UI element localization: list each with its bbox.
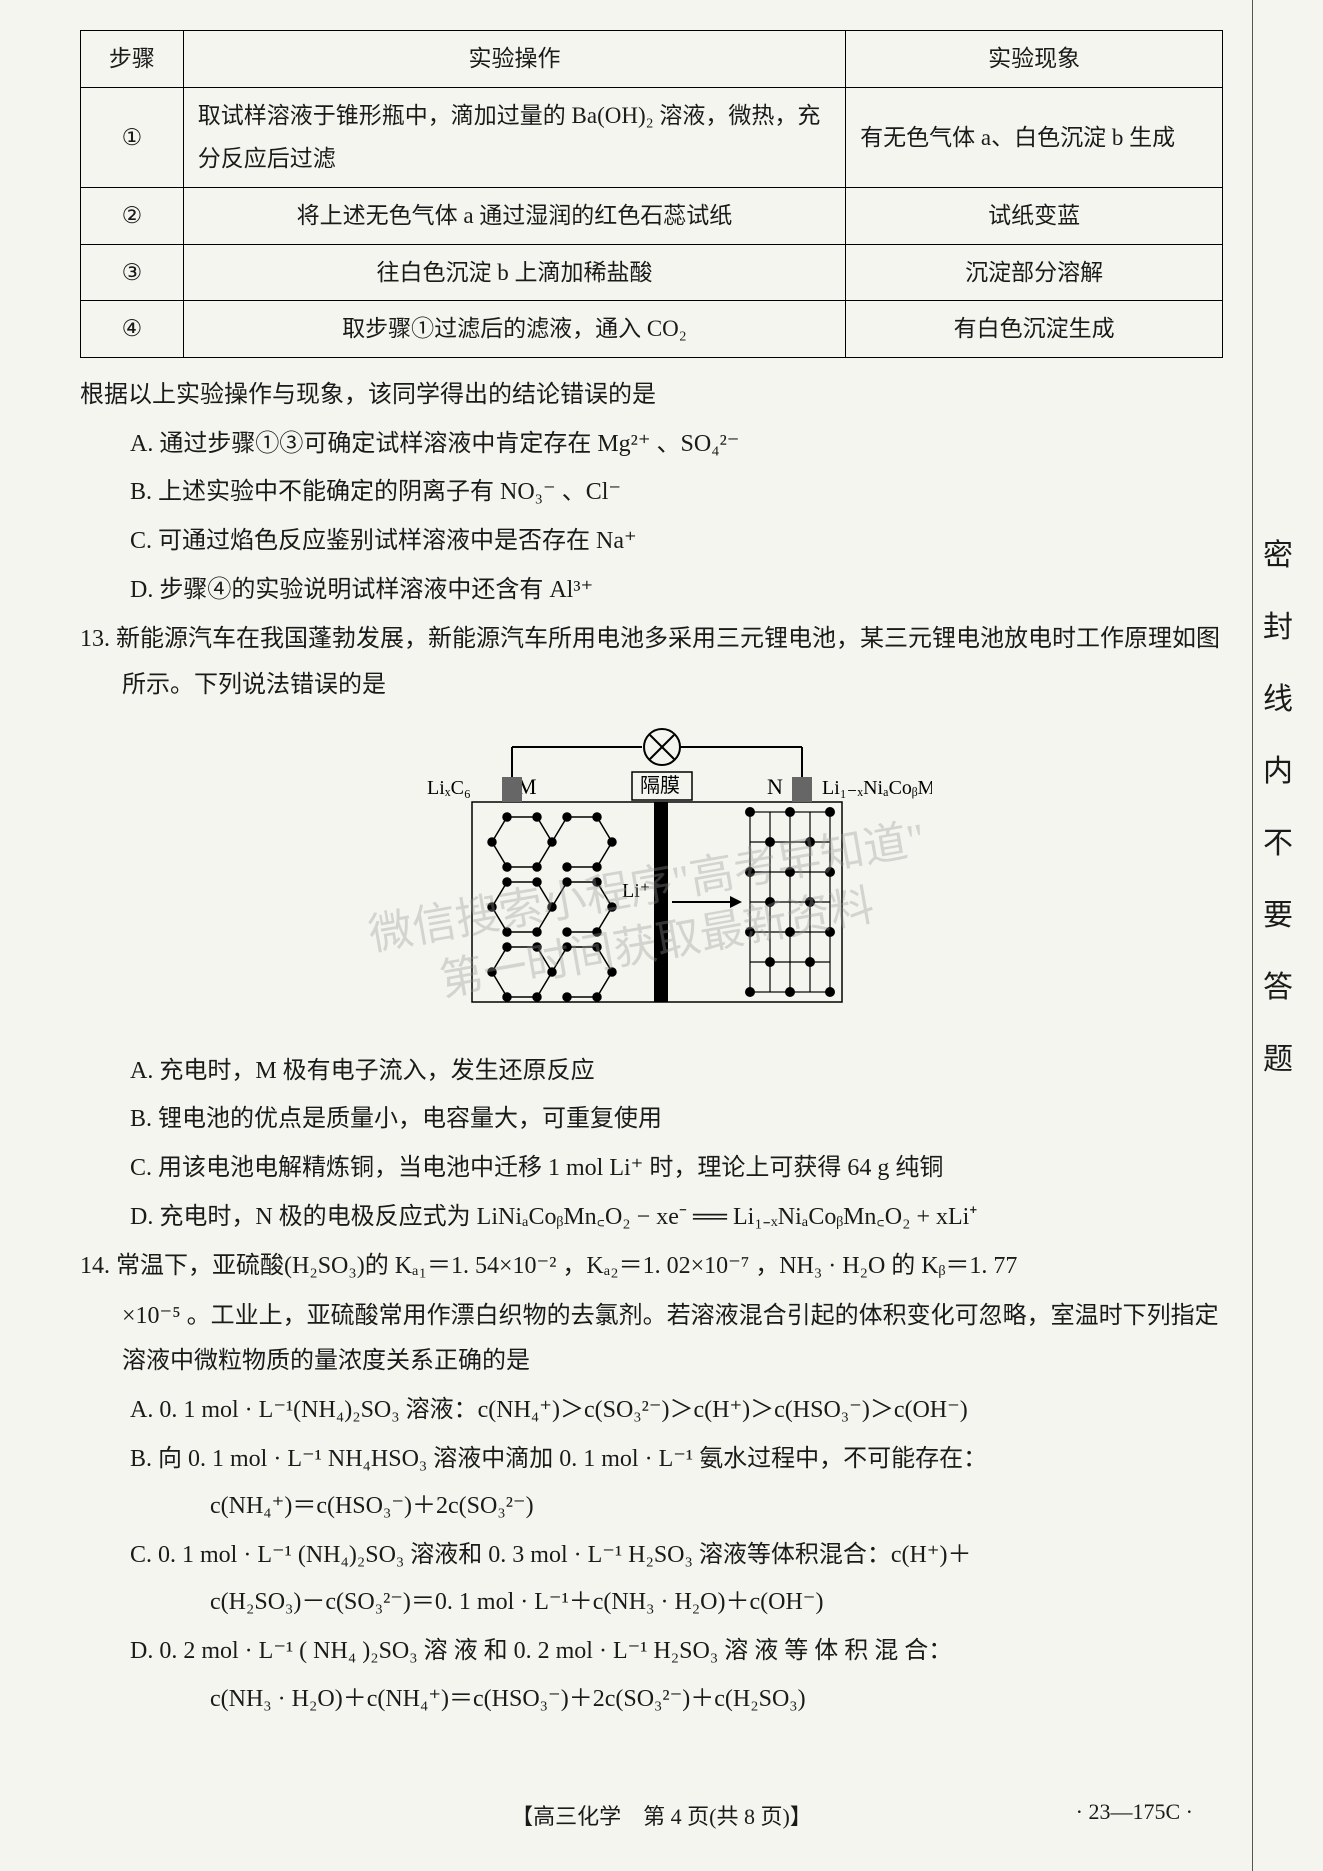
experiment-table: 步骤 实验操作 实验现象 ① 取试样溶液于锥形瓶中，滴加过量的 Ba(OH)₂ …	[80, 30, 1223, 358]
seal-char: 密	[1253, 520, 1303, 592]
q13-option-c: C. 用该电池电解精炼铜，当电池中迁移 1 mol Li⁺ 时，理论上可获得 6…	[80, 1146, 1223, 1192]
cell-step: ①	[81, 87, 184, 187]
q13-stem: 13. 新能源汽车在我国蓬勃发展，新能源汽车所用电池多采用三元锂电池，某三元锂电…	[80, 617, 1223, 708]
seal-char: 内	[1253, 736, 1303, 808]
cell-op: 将上述无色气体 a 通过湿润的红色石蕊试纸	[183, 188, 845, 245]
q13-option-a: A. 充电时，M 极有电子流入，发生还原反应	[80, 1049, 1223, 1095]
seal-char: 封	[1253, 592, 1303, 664]
cell-result: 试纸变蓝	[846, 188, 1223, 245]
footer-center: 【高三化学 第 4 页(共 8 页)】	[511, 1804, 812, 1829]
n-label: N	[767, 774, 783, 799]
cell-result: 沉淀部分溶解	[846, 244, 1223, 301]
left-electrode-label: LiₓC₆	[427, 777, 471, 799]
q13-option-d: D. 充电时，N 极的电极反应式为 LiNiₐCoᵦMn꜀O₂ − xe⁻ ══…	[80, 1195, 1223, 1241]
cell-op: 往白色沉淀 b 上滴加稀盐酸	[183, 244, 845, 301]
th-operation: 实验操作	[183, 31, 845, 88]
cell-op: 取试样溶液于锥形瓶中，滴加过量的 Ba(OH)₂ 溶液，微热，充分反应后过滤	[183, 87, 845, 187]
battery-diagram: LiₓC₆ M 隔膜 N Li₁₋ₓNiₐCoᵦMn꜀O₂	[80, 722, 1223, 1039]
sealing-text: 密 封 线 内 不 要 答 题	[1253, 520, 1303, 1096]
seal-char: 线	[1253, 664, 1303, 736]
cell-step: ②	[81, 188, 184, 245]
table-row: ③ 往白色沉淀 b 上滴加稀盐酸 沉淀部分溶解	[81, 244, 1223, 301]
q14-option-c-line2: c(H₂SO₃)－c(SO₃²⁻)＝0. 1 mol · L⁻¹＋c(NH₃ ·…	[80, 1580, 1223, 1626]
q14-option-d-line2: c(NH₃ · H₂O)＋c(NH₄⁺)＝c(HSO₃⁻)＋2c(SO₃²⁻)＋…	[80, 1677, 1223, 1723]
battery-svg: LiₓC₆ M 隔膜 N Li₁₋ₓNiₐCoᵦMn꜀O₂	[372, 722, 932, 1022]
q14-option-c-line1: C. 0. 1 mol · L⁻¹ (NH₄)₂SO₃ 溶液和 0. 3 mol…	[80, 1533, 1223, 1579]
q14-option-b-line2: c(NH₄⁺)＝c(HSO₃⁻)＋2c(SO₃²⁻)	[80, 1484, 1223, 1530]
page-content: 步骤 实验操作 实验现象 ① 取试样溶液于锥形瓶中，滴加过量的 Ba(OH)₂ …	[0, 0, 1323, 1752]
table-row: ① 取试样溶液于锥形瓶中，滴加过量的 Ba(OH)₂ 溶液，微热，充分反应后过滤…	[81, 87, 1223, 187]
q14-stem-line1: 14. 常温下，亚硫酸(H₂SO₃)的 Kₐ₁＝1. 54×10⁻² ，Kₐ₂＝…	[80, 1244, 1223, 1290]
th-step: 步骤	[81, 31, 184, 88]
cell-step: ③	[81, 244, 184, 301]
q12-option-d: D. 步骤④的实验说明试样溶液中还含有 Al³⁺	[80, 568, 1223, 614]
table-header-row: 步骤 实验操作 实验现象	[81, 31, 1223, 88]
table-row: ④ 取步骤①过滤后的滤液，通入 CO₂ 有白色沉淀生成	[81, 301, 1223, 358]
q14-option-d-line1: D. 0. 2 mol · L⁻¹ ( NH₄ )₂SO₃ 溶 液 和 0. 2…	[80, 1629, 1223, 1675]
membrane-label: 隔膜	[640, 774, 680, 797]
q12-option-a: A. 通过步骤①③可确定试样溶液中肯定存在 Mg²⁺ 、SO₄²⁻	[80, 422, 1223, 468]
q12-option-b: B. 上述实验中不能确定的阴离子有 NO₃⁻ 、Cl⁻	[80, 470, 1223, 516]
q12-option-c: C. 可通过焰色反应鉴别试样溶液中是否存在 Na⁺	[80, 519, 1223, 565]
seal-char: 不	[1253, 808, 1303, 880]
table-row: ② 将上述无色气体 a 通过湿润的红色石蕊试纸 试纸变蓝	[81, 188, 1223, 245]
seal-char: 题	[1253, 1024, 1303, 1096]
seal-char: 要	[1253, 880, 1303, 952]
seal-char: 答	[1253, 952, 1303, 1024]
q12-stem: 根据以上实验操作与现象，该同学得出的结论错误的是	[80, 373, 1223, 419]
footer-code: · 23—175C ·	[1076, 1799, 1193, 1825]
li-ion-label: Li⁺	[622, 880, 650, 902]
page-footer: 【高三化学 第 4 页(共 8 页)】 · 23—175C ·	[0, 1799, 1323, 1831]
q14-option-a: A. 0. 1 mol · L⁻¹(NH₄)₂SO₃ 溶液：c(NH₄⁺)＞c(…	[80, 1388, 1223, 1434]
right-electrode-label: Li₁₋ₓNiₐCoᵦMn꜀O₂	[822, 777, 932, 799]
cell-result: 有无色气体 a、白色沉淀 b 生成	[846, 87, 1223, 187]
q14-stem-line2: ×10⁻⁵ 。工业上，亚硫酸常用作漂白织物的去氯剂。若溶液混合引起的体积变化可忽…	[80, 1294, 1223, 1385]
q14-option-b-line1: B. 向 0. 1 mol · L⁻¹ NH₄HSO₃ 溶液中滴加 0. 1 m…	[80, 1437, 1223, 1483]
cell-result: 有白色沉淀生成	[846, 301, 1223, 358]
cell-step: ④	[81, 301, 184, 358]
th-result: 实验现象	[846, 31, 1223, 88]
q13-option-b: B. 锂电池的优点是质量小，电容量大，可重复使用	[80, 1097, 1223, 1143]
cell-op: 取步骤①过滤后的滤液，通入 CO₂	[183, 301, 845, 358]
